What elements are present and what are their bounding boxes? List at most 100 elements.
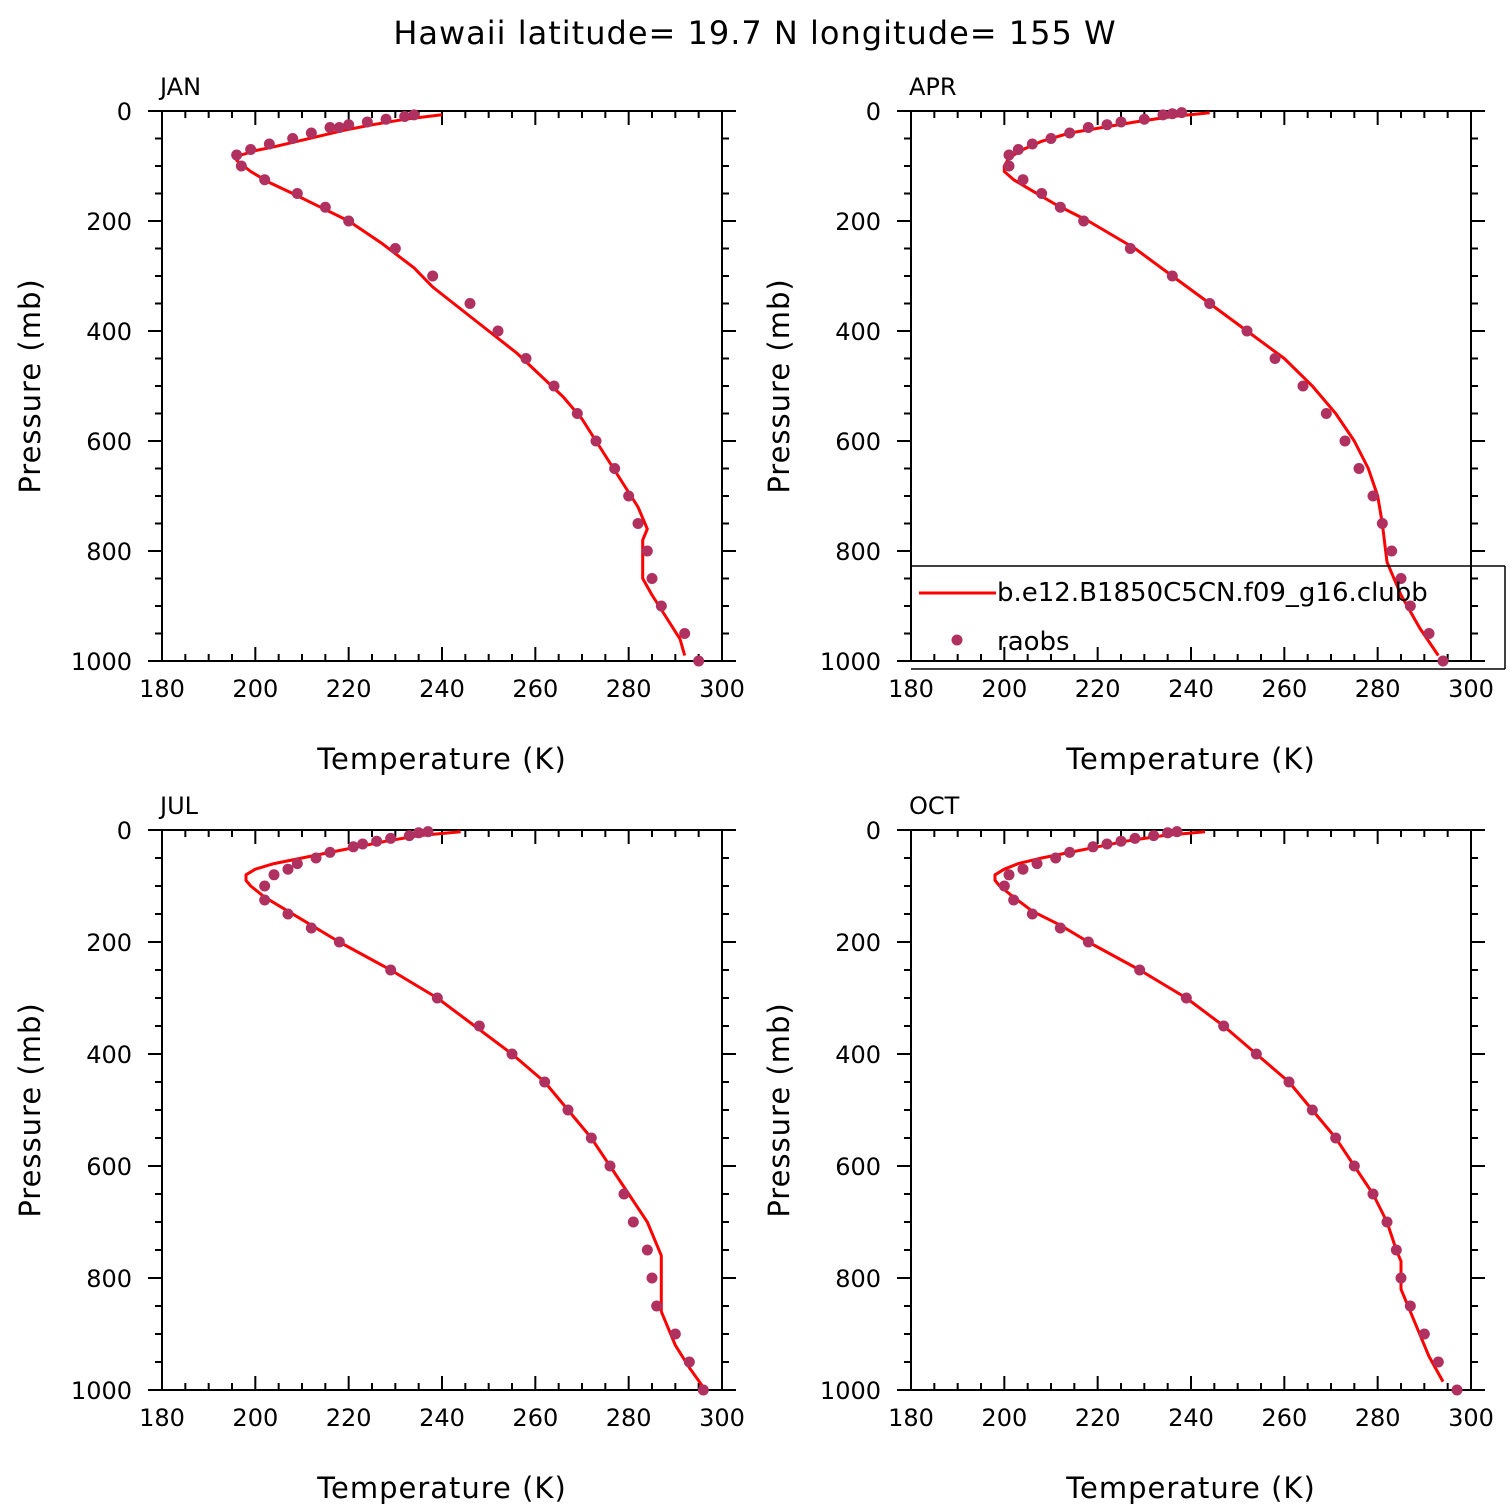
raobs-point	[669, 1328, 681, 1340]
chart-panel-jan: JAN 180 200 220 240 260 280 300 0 200 400 600 800 100…	[13, 73, 745, 776]
raobs-point	[235, 160, 247, 172]
x-tick-label: 200	[981, 675, 1027, 703]
raobs-point	[571, 408, 583, 419]
raobs-point	[627, 1216, 639, 1228]
x-tick-label: 180	[888, 675, 934, 703]
raobs-point	[1082, 936, 1094, 948]
raobs-point	[1017, 174, 1029, 186]
y-tick-label: 200	[86, 929, 132, 957]
raobs-point	[1003, 869, 1015, 881]
y-tick-label: 800	[835, 1265, 881, 1293]
raobs-point	[371, 835, 383, 847]
y-axis-label: Pressure (mb)	[762, 1002, 796, 1217]
raobs-point	[1017, 863, 1029, 875]
raobs-point	[263, 138, 275, 150]
x-tick-label: 260	[1261, 675, 1307, 703]
raobs-point	[1204, 298, 1216, 309]
chart-panel-oct: OCT 180 200 220 240 260 280 300 0 200 400 600 800 100…	[762, 792, 1494, 1505]
raobs-point	[998, 880, 1010, 892]
raobs-point	[1339, 435, 1351, 447]
raobs-point	[1101, 119, 1113, 131]
raobs-point	[679, 628, 691, 639]
model-profile-line	[993, 830, 1445, 1383]
panel-label: JAN	[158, 73, 201, 101]
y-axis-label: Pressure (mb)	[762, 278, 796, 493]
raobs-point	[231, 149, 243, 161]
raobs-point	[1008, 894, 1020, 906]
raobs-point	[1003, 149, 1015, 161]
raobs-point	[1050, 852, 1062, 864]
raobs-point	[1026, 908, 1038, 920]
y-tick-label: 0	[117, 98, 132, 126]
raobs-point	[646, 573, 658, 584]
raobs-point	[1134, 964, 1146, 976]
raobs-point	[609, 463, 621, 474]
raobs-point	[310, 852, 322, 864]
raobs-point	[1087, 841, 1099, 853]
raobs-point	[1176, 107, 1188, 119]
model-profile-line	[1002, 111, 1440, 657]
raobs-point	[623, 490, 635, 502]
raobs-point	[324, 846, 336, 858]
raobs-point	[1269, 353, 1281, 364]
y-tick-label: 1000	[71, 1377, 132, 1405]
x-axis-label: Temperature (K)	[1065, 742, 1316, 776]
raobs-point	[464, 298, 476, 309]
raobs-point	[1297, 380, 1309, 392]
y-tick-label: 0	[117, 817, 132, 845]
raobs-point	[562, 1104, 574, 1116]
raobs-point	[1031, 858, 1043, 870]
y-tick-label: 0	[866, 817, 881, 845]
legend-point-swatch	[951, 634, 963, 646]
x-tick-label: 240	[419, 675, 465, 703]
raobs-point	[1404, 1300, 1416, 1312]
y-tick-label: 200	[835, 929, 881, 957]
x-tick-label: 180	[139, 1404, 185, 1432]
raobs-point	[1082, 122, 1094, 133]
y-axis-label: Pressure (mb)	[13, 278, 47, 493]
raobs-point	[520, 353, 532, 364]
raobs-point	[361, 116, 373, 128]
y-tick-label: 800	[835, 538, 881, 566]
raobs-point	[291, 188, 303, 199]
raobs-point	[646, 1272, 658, 1284]
raobs-point	[1171, 826, 1183, 838]
raobs-point	[590, 435, 602, 447]
raobs-point	[324, 122, 336, 133]
y-tick-label: 0	[866, 98, 881, 126]
raobs-point	[1241, 325, 1253, 337]
raobs-point	[697, 1384, 709, 1396]
x-tick-label: 200	[232, 675, 278, 703]
panel-label: APR	[909, 73, 957, 101]
raobs-point	[333, 936, 345, 948]
x-tick-label: 280	[1355, 675, 1401, 703]
y-tick-label: 200	[86, 208, 132, 236]
y-tick-label: 400	[835, 1041, 881, 1069]
raobs-point	[399, 111, 411, 122]
x-tick-label: 200	[232, 1404, 278, 1432]
y-tick-label: 800	[86, 538, 132, 566]
raobs-point	[1157, 109, 1169, 121]
raobs-point	[632, 518, 644, 529]
raobs-point	[618, 1188, 630, 1200]
raobs-point	[1367, 1188, 1379, 1200]
x-tick-label: 260	[512, 1404, 558, 1432]
raobs-point	[1078, 215, 1090, 227]
raobs-point	[403, 830, 415, 842]
raobs-point	[655, 600, 667, 612]
raobs-point	[1376, 518, 1388, 529]
x-axis-label: Temperature (K)	[316, 742, 567, 776]
chart-panel-apr: APR 180 200 220 240 260 280 300 0 200 400 600 800 100…	[762, 73, 1506, 776]
x-tick-label: 260	[1261, 1404, 1307, 1432]
raobs-point	[585, 1132, 597, 1144]
raobs-point	[1395, 1272, 1407, 1284]
raobs-point	[408, 109, 420, 121]
x-axis-label: Temperature (K)	[1065, 1471, 1316, 1505]
plot-frame	[910, 829, 1472, 1391]
raobs-point	[1115, 835, 1127, 847]
x-tick-label: 180	[888, 1404, 934, 1432]
raobs-point	[1367, 490, 1379, 502]
x-axis-label: Temperature (K)	[316, 1471, 567, 1505]
y-tick-label: 1000	[820, 648, 881, 676]
